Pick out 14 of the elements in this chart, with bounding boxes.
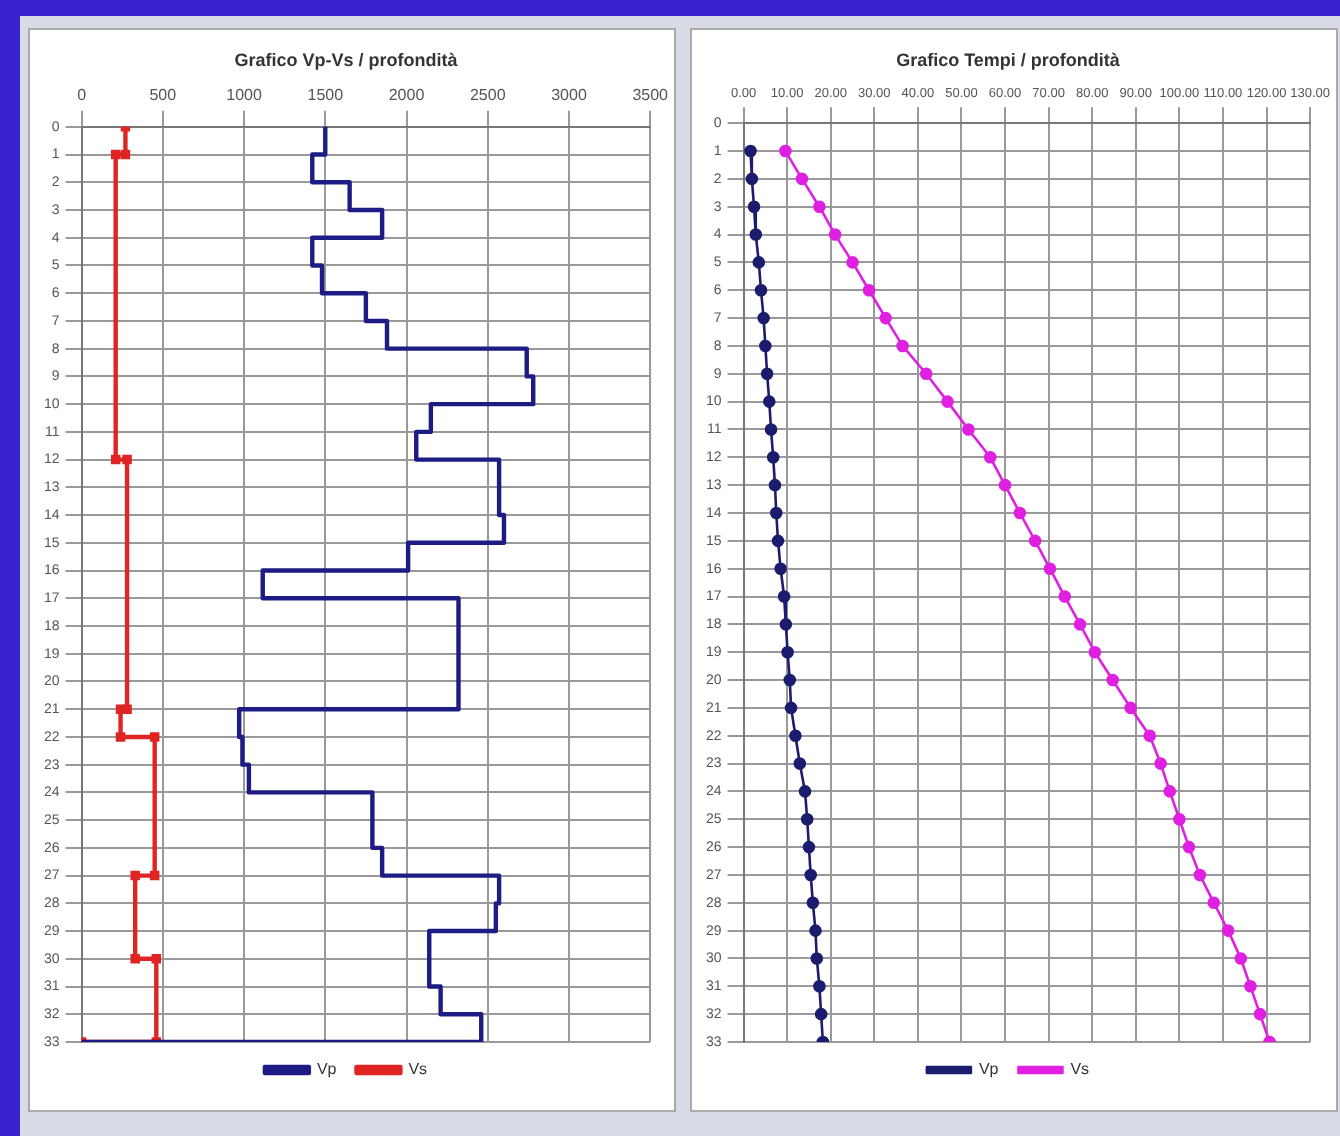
x-tick-label: 3500	[632, 85, 670, 104]
x-tick-label: 1000	[226, 85, 263, 104]
legend-label: Vp	[978, 1060, 1000, 1079]
x-tick-label: 1500	[307, 85, 345, 104]
legend-label: Vs	[1070, 1060, 1090, 1079]
legend-label: Vs	[408, 1060, 428, 1079]
x-tick-label: 500	[149, 85, 178, 104]
x-tick-label: 2500	[469, 85, 507, 104]
x-tick-label: 2000	[388, 85, 426, 104]
chart-title: Grafico Tempi / profondità	[896, 49, 1122, 70]
x-tick-label: 3000	[551, 85, 588, 104]
x-tick-label: 0	[77, 85, 88, 104]
legend-label: Vp	[316, 1060, 338, 1079]
chart-title: Grafico Vp-Vs / profondità	[234, 49, 460, 70]
